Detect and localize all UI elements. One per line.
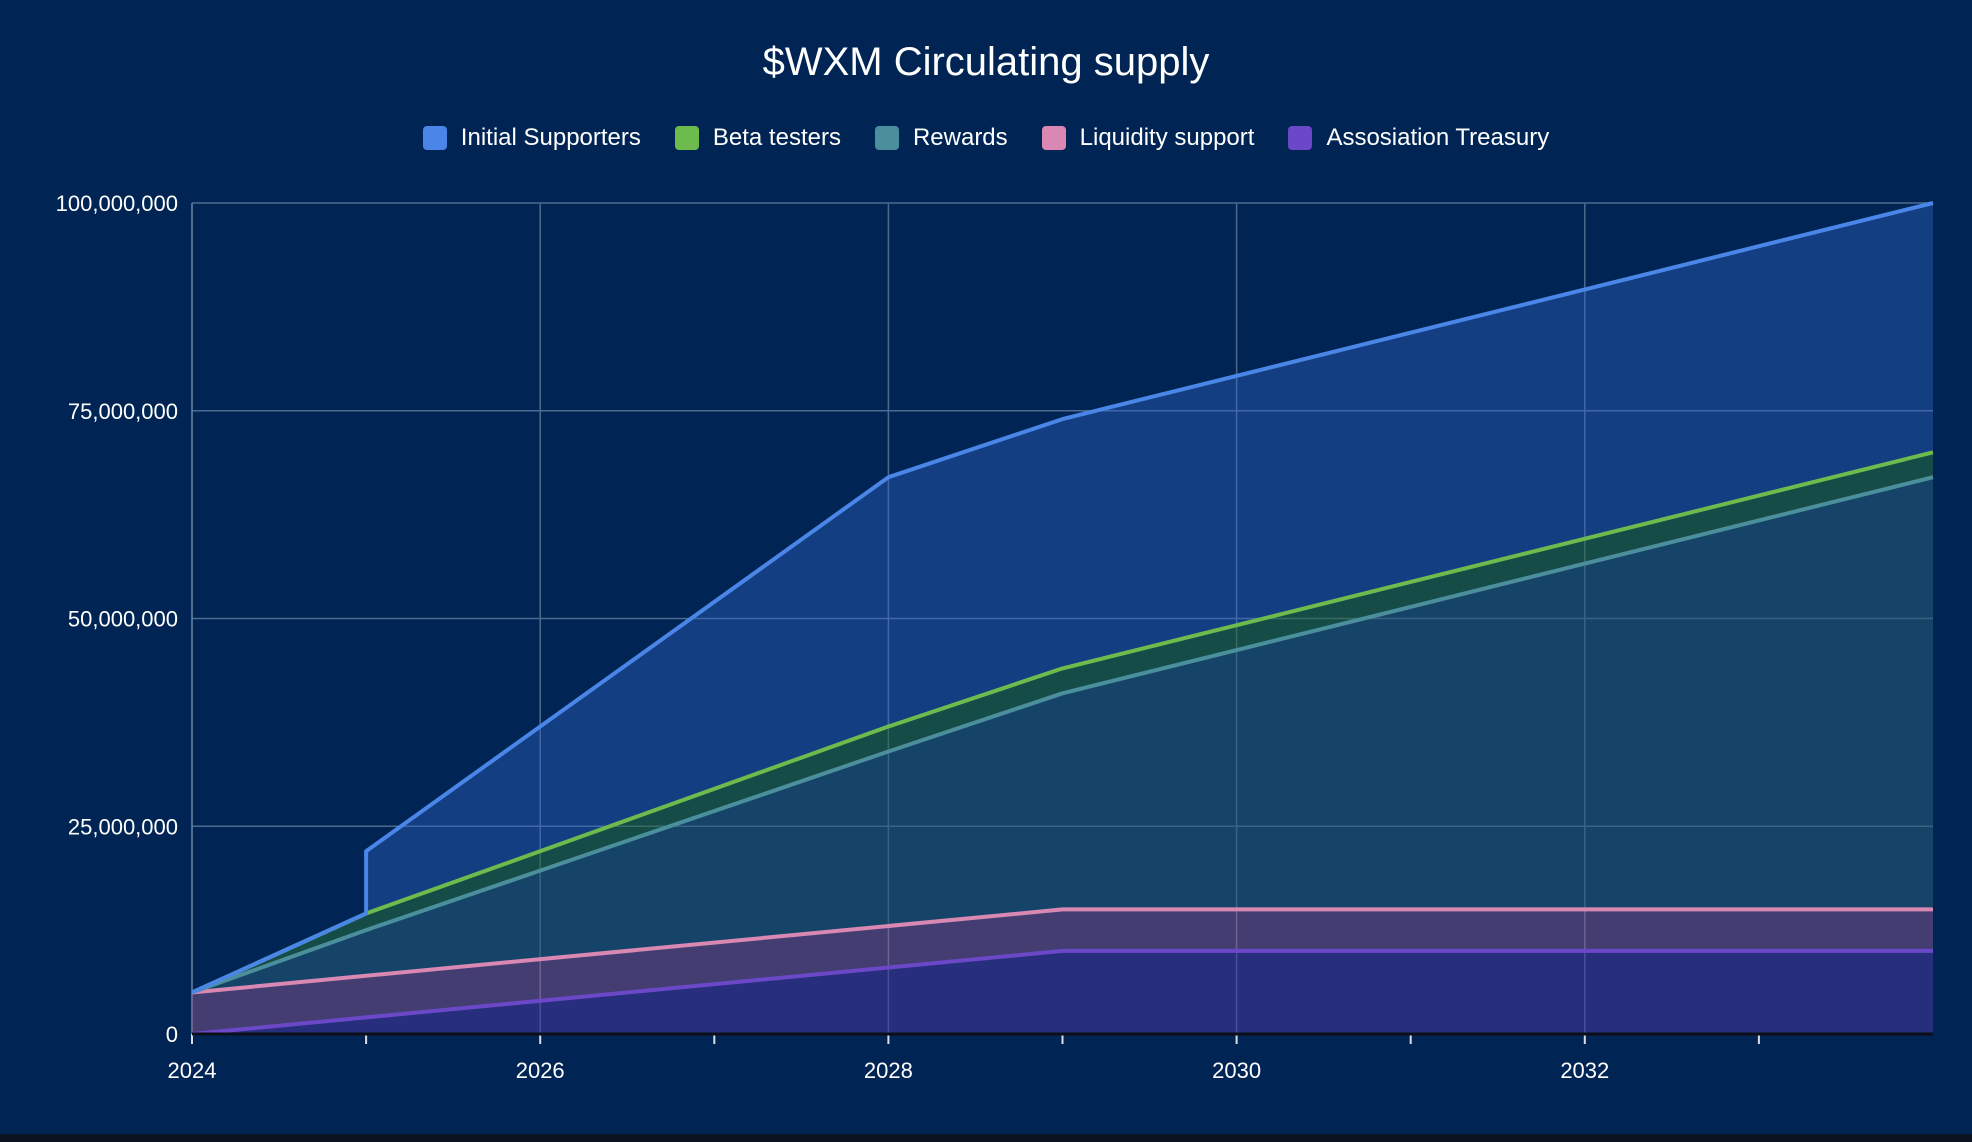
legend-item: Initial Supporters bbox=[422, 124, 641, 152]
x-tick-label: 2028 bbox=[864, 1058, 913, 1083]
axis-layer: 0 25,000,000 50,000,000 75,000,000 100,000,0… bbox=[56, 191, 1933, 1083]
legend-swatch bbox=[874, 126, 899, 150]
line-assosiation-treasury bbox=[191, 948, 1933, 1036]
legend-label: Beta testers bbox=[712, 124, 841, 151]
chart-title: $WXM Circulating supply bbox=[762, 40, 1210, 84]
legend-label: Initial Supporters bbox=[460, 124, 641, 151]
x-tick-label: 2030 bbox=[1212, 1058, 1261, 1083]
bottom-bar bbox=[0, 1134, 1972, 1142]
legend-label: Liquidity support bbox=[1079, 124, 1255, 151]
legend-swatch bbox=[1288, 126, 1313, 150]
x-tick-label: 2032 bbox=[1560, 1058, 1609, 1083]
area-liquidity-support bbox=[192, 909, 1933, 1034]
y-tick-label: 75,000,000 bbox=[68, 399, 178, 424]
legend-item: Rewards bbox=[874, 124, 1008, 152]
legend-label: Rewards bbox=[912, 124, 1008, 151]
y-tick-label: 0 bbox=[166, 1022, 178, 1047]
legend-swatch bbox=[1041, 126, 1066, 150]
x-tick-label: 2024 bbox=[168, 1058, 217, 1083]
area-beta-testers bbox=[192, 452, 1933, 993]
area-assosiation-treasury bbox=[192, 950, 1933, 1034]
y-tick-label: 100,000,000 bbox=[56, 191, 178, 216]
line-layer bbox=[191, 201, 1934, 1036]
area-layer bbox=[192, 203, 1933, 1034]
line-rewards bbox=[191, 475, 1934, 995]
area-initial-supporters bbox=[192, 203, 1933, 993]
legend-item: Liquidity support bbox=[1041, 124, 1255, 152]
legend-item: Assosiation Treasury bbox=[1288, 124, 1549, 152]
line-liquidity-support bbox=[191, 907, 1933, 995]
y-tick-label: 50,000,000 bbox=[68, 607, 178, 632]
legend-swatch bbox=[674, 126, 699, 150]
line-initial-supporters bbox=[191, 201, 1934, 995]
area-rewards bbox=[192, 477, 1933, 993]
chart-legend: Initial Supporters Beta testers Rewards Liq… bbox=[0, 124, 1972, 152]
legend-swatch bbox=[422, 126, 447, 150]
legend-label: Assosiation Treasury bbox=[1326, 124, 1550, 151]
y-tick-label: 25,000,000 bbox=[68, 814, 178, 839]
x-tick-label: 2026 bbox=[516, 1058, 565, 1083]
legend-item: Beta testers bbox=[674, 124, 841, 152]
